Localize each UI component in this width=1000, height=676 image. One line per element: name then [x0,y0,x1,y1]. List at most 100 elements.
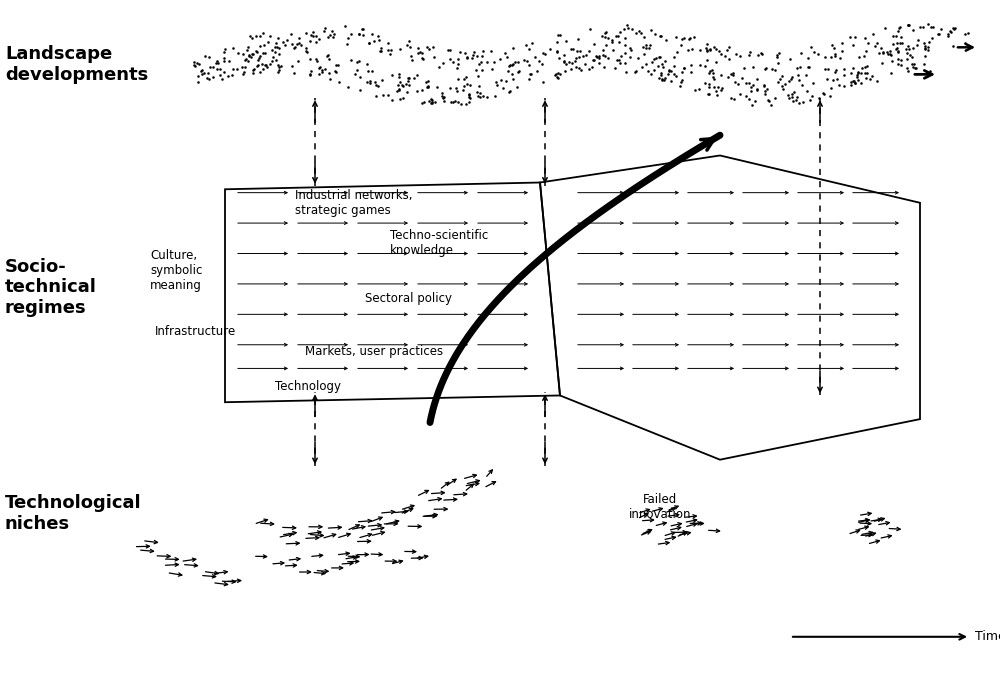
Point [924,32,940,43]
Point [636,48,652,59]
Point [314,67,330,78]
Point [774,80,790,91]
Point [617,48,633,59]
Point [291,32,307,43]
Point [628,28,644,39]
Point [867,41,883,51]
Point [745,62,761,72]
Point [723,68,739,79]
Point [311,69,327,80]
Point [823,82,839,93]
Point [899,63,915,74]
Point [757,89,773,100]
Point [534,58,550,69]
Point [298,43,314,53]
Point [421,44,437,55]
Point [672,80,688,91]
Point [862,73,878,84]
Point [392,43,408,54]
Point [265,51,281,62]
Point [769,51,785,62]
Point [327,66,343,76]
Point [849,70,865,80]
Point [681,33,697,44]
Point [711,46,727,57]
Point [817,64,833,74]
Point [320,31,336,42]
Point [884,56,900,67]
Point [758,62,774,73]
Point [286,43,302,54]
Point [519,55,535,66]
Point [687,84,703,95]
Point [287,41,303,52]
Point [595,49,611,60]
Point [248,45,264,56]
Point [415,54,431,65]
Point [680,44,696,55]
Point [504,60,520,71]
Point [654,58,670,69]
Point [366,35,382,46]
Point [241,50,257,61]
Point [201,52,217,63]
Point [384,95,400,105]
Point [237,55,253,66]
Point [806,47,822,58]
Point [604,37,620,48]
Point [628,66,644,76]
Point [354,24,370,34]
Point [900,20,916,30]
Point [355,24,371,34]
Point [436,96,452,107]
Point [946,24,962,34]
Point [191,59,207,70]
Point [500,66,516,76]
Point [429,82,445,93]
Point [384,70,400,80]
Point [943,26,959,37]
Point [875,48,891,59]
Point [565,43,581,54]
Point [732,50,748,61]
Point [501,87,517,97]
Point [622,51,638,62]
Point [635,41,651,52]
Point [284,61,300,72]
Point [890,46,906,57]
Point [390,80,406,91]
Point [618,67,634,78]
Point [873,43,889,53]
Point [719,45,735,56]
Point [472,88,488,99]
Point [309,56,325,67]
Point [216,53,232,64]
Point [424,97,440,108]
Point [850,74,866,85]
Point [845,40,861,51]
Point [920,42,936,53]
Point [782,54,798,65]
Point [305,30,321,41]
Point [676,32,692,43]
Point [343,55,359,66]
Point [661,64,677,75]
Point [320,49,336,60]
Point [308,37,324,48]
Point [653,68,669,78]
Point [828,64,844,75]
Point [802,95,818,105]
Point [255,47,271,58]
Point [791,75,807,86]
Point [847,77,863,88]
Text: Time: Time [975,630,1000,644]
Point [900,41,916,51]
Point [692,45,708,55]
Point [836,64,852,74]
Point [742,46,758,57]
Point [457,47,473,58]
Point [916,37,932,48]
Point [370,31,386,42]
Point [827,51,843,62]
Point [646,65,662,76]
